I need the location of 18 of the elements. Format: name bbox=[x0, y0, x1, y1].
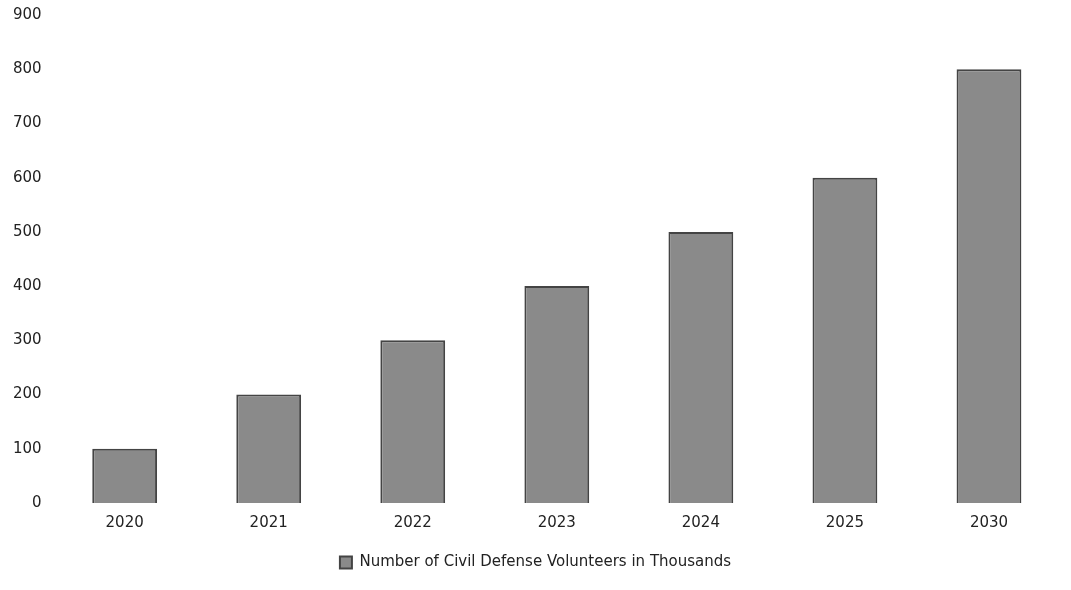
x-tick-label: 2020 bbox=[105, 512, 144, 531]
y-tick-label: 500 bbox=[12, 221, 42, 240]
y-tick-label: 800 bbox=[12, 59, 42, 78]
x-tick-label: 2025 bbox=[825, 512, 865, 531]
legend-label: Number of Civil Defense Volunteers in Thousands bbox=[359, 552, 732, 571]
x-tick-label: 2024 bbox=[681, 512, 720, 531]
y-tick-label: 0 bbox=[32, 492, 42, 511]
x-tick-label: 2021 bbox=[249, 512, 288, 531]
y-tick-label: 200 bbox=[12, 384, 42, 403]
x-tick-label: 2030 bbox=[969, 512, 1009, 531]
y-tick-label: 700 bbox=[12, 113, 42, 132]
y-tick-label: 300 bbox=[12, 330, 42, 349]
x-tick-label: 2023 bbox=[537, 512, 576, 531]
y-tick-label: 400 bbox=[12, 276, 42, 294]
y-tick-label: 900 bbox=[12, 4, 42, 23]
x-tick-label: 2022 bbox=[393, 512, 432, 531]
y-tick-label: 100 bbox=[12, 438, 42, 457]
y-tick-label: 600 bbox=[12, 167, 42, 186]
